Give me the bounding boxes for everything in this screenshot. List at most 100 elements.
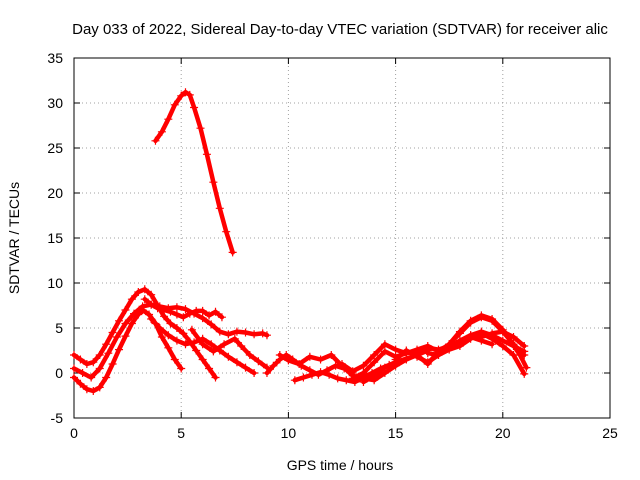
data-point: [391, 355, 400, 364]
series-arc-1: [151, 88, 237, 257]
data-point: [205, 311, 214, 320]
data-point: [134, 288, 143, 296]
data-point: [157, 127, 166, 136]
data-point: [115, 345, 124, 354]
data-point: [164, 331, 173, 340]
x-axis-label: GPS time / hours: [287, 457, 394, 473]
data-point: [455, 327, 464, 336]
data-point: [498, 342, 507, 350]
series-arc-4: [70, 300, 271, 382]
data-point: [413, 352, 422, 361]
data-point: [316, 355, 325, 364]
data-point: [232, 327, 241, 336]
data-point: [87, 373, 96, 382]
data-point: [82, 385, 91, 394]
data-point: [76, 379, 85, 388]
data-point: [222, 227, 231, 236]
data-point: [333, 374, 342, 383]
data-point: [455, 342, 464, 350]
data-point: [209, 178, 218, 187]
data-point: [190, 103, 199, 112]
series-arc-15: [445, 311, 531, 372]
data-point: [250, 330, 259, 339]
data-point: [250, 369, 259, 377]
data-point: [187, 325, 196, 334]
data-point: [477, 329, 486, 338]
data-point: [196, 124, 205, 133]
data-point: [198, 306, 207, 315]
data-point: [185, 90, 194, 99]
x-tick-label: 25: [602, 425, 618, 441]
data-point: [82, 360, 91, 368]
y-tick-label: 10: [47, 275, 63, 291]
data-point: [198, 314, 207, 323]
data-point: [140, 295, 149, 304]
data-point: [241, 328, 250, 337]
data-point: [402, 354, 411, 363]
data-point: [269, 361, 278, 370]
data-point: [262, 369, 271, 377]
data-point: [348, 374, 357, 383]
data-point: [445, 345, 454, 354]
data-point: [121, 306, 130, 314]
data-point: [211, 307, 220, 316]
data-point: [121, 319, 130, 328]
data-layer: [70, 88, 531, 395]
data-point: [509, 351, 518, 359]
data-point: [172, 336, 181, 345]
data-point: [522, 363, 531, 372]
data-point: [211, 373, 220, 382]
data-point: [520, 369, 529, 378]
data-point: [434, 351, 443, 359]
data-point: [254, 357, 263, 366]
data-point: [305, 352, 314, 361]
y-tick-label: 30: [47, 95, 63, 111]
data-point: [104, 349, 113, 358]
data-point: [181, 88, 190, 97]
data-point: [166, 307, 175, 316]
data-point: [157, 333, 166, 341]
data-point: [342, 376, 351, 385]
data-point: [245, 351, 254, 359]
data-point: [423, 342, 432, 350]
data-point: [466, 316, 475, 325]
data-point: [327, 351, 336, 359]
data-point: [202, 150, 211, 159]
data-point: [166, 319, 175, 328]
data-point: [380, 340, 389, 349]
data-point: [295, 360, 304, 368]
data-point: [160, 306, 169, 314]
data-point: [179, 313, 188, 322]
data-point: [177, 364, 186, 373]
data-point: [70, 351, 78, 359]
data-point: [95, 383, 104, 392]
data-point: [145, 310, 154, 319]
data-point: [325, 370, 334, 379]
data-point: [89, 387, 98, 395]
series-arc-7: [187, 325, 271, 372]
y-tick-label: 20: [47, 185, 63, 201]
data-point: [284, 356, 293, 365]
series-arc-6: [147, 315, 259, 377]
data-point: [115, 316, 124, 325]
data-point: [147, 300, 156, 309]
data-point: [466, 334, 475, 343]
data-point: [359, 361, 368, 370]
data-point: [172, 324, 181, 332]
data-point: [359, 378, 368, 386]
data-point: [232, 358, 241, 367]
x-tick-label: 15: [388, 425, 404, 441]
data-point: [95, 364, 104, 373]
data-point: [185, 309, 194, 318]
data-point: [138, 302, 147, 311]
data-point: [70, 373, 78, 382]
data-point: [170, 100, 179, 109]
x-tick-label: 10: [281, 425, 297, 441]
data-point: [316, 368, 325, 377]
data-point: [151, 136, 160, 145]
data-point: [70, 364, 78, 373]
chart-title: Day 033 of 2022, Sidereal Day-to-day VTE…: [72, 21, 608, 38]
